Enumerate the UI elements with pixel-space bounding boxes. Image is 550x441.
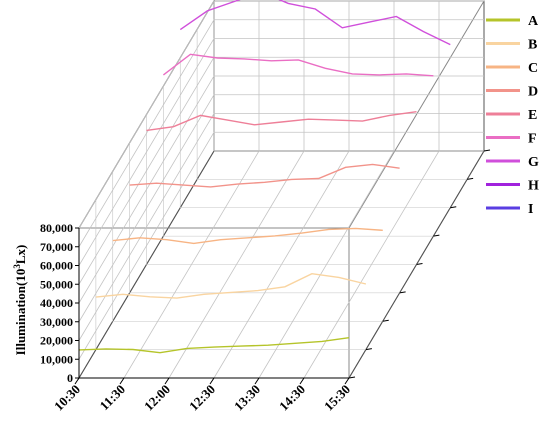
x-tick-label: 13:30 [231, 382, 263, 414]
depth-tick-mark [433, 234, 440, 237]
depth-tick-mark [450, 206, 457, 209]
depth-tick-mark [416, 263, 423, 265]
x-tick-label: 12:30 [186, 382, 218, 414]
depth-tick-mark [467, 177, 474, 180]
y-tick-label: 10,000 [40, 352, 73, 366]
grid-line-depth [179, 57, 451, 209]
top-right-edge [348, 0, 485, 229]
chart-series [78, 0, 451, 354]
grid-line-y [78, 0, 484, 229]
depth-tick-mark [399, 291, 406, 294]
depth-tick-mark [382, 319, 389, 322]
y-tick-label: 30,000 [40, 315, 73, 329]
series-line-d [129, 163, 400, 188]
x-tick-label: 14:30 [276, 382, 308, 414]
grid-line-y [78, 131, 484, 360]
grid-line-depth [129, 142, 400, 294]
grid-line-depth [163, 86, 434, 237]
grid-line-depth [196, 29, 468, 180]
legend-label-f: F [528, 132, 537, 147]
x-tick-mark [209, 377, 215, 385]
y-tick-label: 0 [67, 371, 73, 385]
grid-line-y [78, 19, 484, 247]
legend-label-g: G [528, 155, 539, 170]
x-tick-mark [344, 377, 350, 385]
grid-line-y [78, 38, 484, 266]
y-axis-label: Illumination(103Lx) [12, 245, 28, 356]
y-tick-label: 80,000 [40, 221, 73, 235]
grid-line-y [78, 56, 484, 285]
x-tick-mark [164, 377, 170, 385]
grid-line-depth [146, 114, 417, 265]
depth-tick-mark [483, 149, 491, 152]
legend-label-e: E [528, 108, 537, 123]
series-line-e [146, 111, 417, 132]
x-axis-ticks: 10:30 11:30 12:00 12:30 13:30 14:30 15:30 [51, 377, 353, 414]
y-tick-label: 70,000 [40, 240, 73, 254]
y-tick-label: 60,000 [40, 259, 73, 273]
grid-line-depth [213, 1, 484, 152]
y-tick-label: 40,000 [40, 296, 73, 310]
series-line-b [95, 272, 367, 299]
series-line-f [162, 53, 434, 77]
x-tick-label: 15:30 [321, 382, 353, 414]
x-tick-label: 12:00 [141, 382, 173, 414]
legend-label-d: D [528, 85, 538, 100]
chart-grid [78, 0, 484, 379]
x-tick-mark [254, 377, 260, 385]
series-line-c [112, 227, 383, 245]
legend-label-i: I [528, 202, 533, 217]
legend-label-b: B [528, 38, 537, 53]
depth-tick-mark [348, 376, 356, 379]
series-line-a [78, 337, 350, 354]
depth-axis-ticks [348, 149, 491, 379]
x-tick-mark [74, 377, 80, 385]
legend-label-c: C [528, 61, 538, 76]
series-line-g [179, 0, 451, 46]
y-tick-label: 20,000 [40, 334, 73, 348]
y-axis-ticks: 0 10,000 20,000 30,000 40,000 50,000 60,000 70,… [40, 221, 80, 385]
legend-label-a: A [528, 14, 539, 29]
grid-line-y [78, 113, 484, 341]
x-tick-mark [119, 377, 125, 385]
legend-label-h: H [528, 179, 539, 194]
y-tick-label: 50,000 [40, 277, 73, 291]
depth-tick-mark [365, 348, 372, 351]
grid-line-depth [112, 171, 383, 322]
x-tick-label: 10:30 [51, 382, 83, 414]
x-tick-mark [299, 377, 305, 385]
x-tick-label: 11:30 [97, 382, 129, 414]
